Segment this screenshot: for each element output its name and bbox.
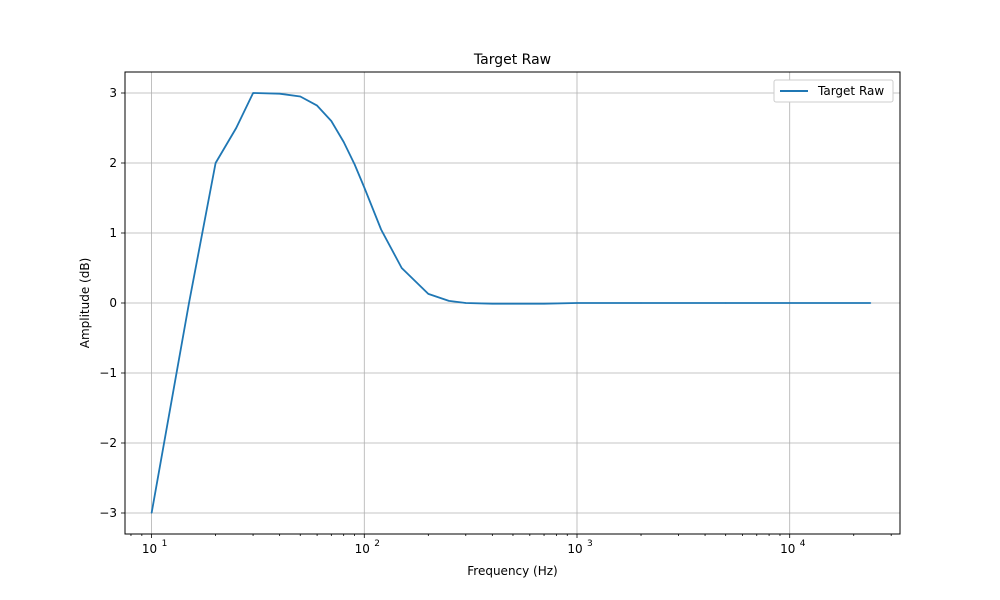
series-point	[343, 141, 345, 143]
y-axis-label: Amplitude (dB)	[78, 258, 92, 349]
y-tick-label: −2	[99, 436, 117, 450]
x-tick-exponent: 4	[800, 539, 806, 549]
series-point	[354, 163, 356, 165]
y-tick-label: −1	[99, 366, 117, 380]
x-axis-ticks: 10 1 10 2 10 3 10 4	[142, 534, 806, 556]
x-axis-label: Frequency (Hz)	[467, 564, 558, 578]
x-tick-exponent: 3	[587, 539, 593, 549]
series-point	[151, 512, 153, 514]
x-tick-exponent: 2	[374, 539, 380, 549]
series-point	[465, 302, 467, 304]
series-point	[576, 302, 578, 304]
series-point	[330, 120, 332, 122]
series-point	[427, 293, 429, 295]
y-axis-ticks: 3 2 1 0 −1 −2 −3	[99, 86, 125, 520]
series-point	[512, 303, 514, 305]
series-point	[789, 302, 791, 304]
series-point	[299, 95, 301, 98]
y-tick-label: 3	[109, 86, 117, 100]
x-minor-ticks	[130, 534, 892, 536]
y-tick-label: 2	[109, 156, 117, 170]
series-point	[363, 186, 365, 189]
series-point	[870, 302, 872, 304]
series-point	[491, 303, 493, 305]
x-tick-exponent: 1	[162, 539, 168, 549]
plot-frame	[124, 71, 901, 535]
y-tick-label: −3	[99, 506, 117, 520]
x-tick-label: 10	[142, 542, 157, 556]
series-point	[401, 267, 403, 269]
series-point	[640, 302, 642, 304]
series-point	[316, 105, 318, 107]
legend-box	[773, 79, 894, 103]
series-point	[252, 92, 254, 94]
series-point	[215, 162, 217, 164]
series-point	[380, 228, 382, 231]
x-tick-label: 10	[780, 542, 795, 556]
series-point	[448, 300, 450, 302]
series-point	[725, 302, 727, 304]
chart-title: Target Raw	[473, 52, 551, 68]
x-tick-label: 10	[567, 542, 582, 556]
series-layer	[150, 92, 872, 514]
legend-label: Target Raw	[817, 84, 884, 98]
y-tick-label: 1	[109, 226, 117, 240]
series-point	[279, 93, 281, 95]
series-point	[235, 127, 237, 129]
legend: Target Raw	[773, 79, 894, 103]
series-point	[188, 302, 190, 304]
x-tick-label: 10	[355, 542, 370, 556]
y-tick-label: 0	[109, 296, 117, 310]
series-point	[543, 303, 545, 305]
